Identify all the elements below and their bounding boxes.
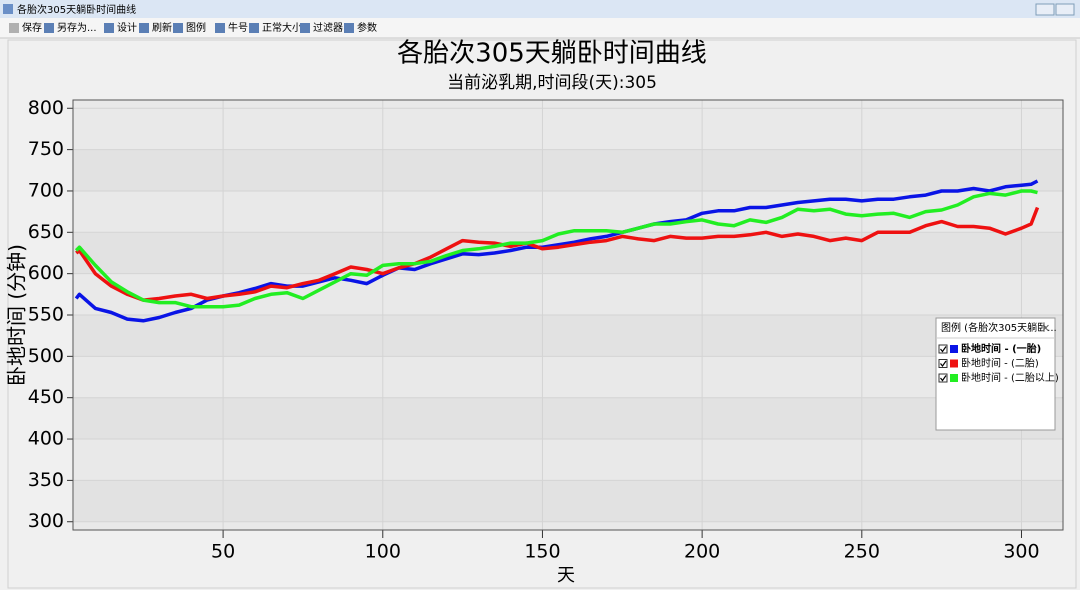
chart-title: 各胎次305天躺卧时间曲线 — [397, 39, 707, 69]
y-tick-label: 450 — [28, 386, 64, 408]
legend-label: 卧地时间 - (二胎以上) — [961, 371, 1059, 384]
toolbar-button[interactable]: 正常大小 — [262, 21, 302, 34]
toolbar-button[interactable]: 过滤器 — [313, 21, 343, 34]
toolbar-icon[interactable] — [215, 23, 225, 33]
legend-swatch — [950, 374, 958, 382]
x-tick-label: 150 — [524, 541, 560, 563]
toolbar-button[interactable]: 保存 — [22, 21, 42, 34]
minimize-button[interactable] — [1035, 3, 1055, 16]
title-bar — [0, 0, 1080, 18]
toolbar-icon[interactable] — [104, 23, 114, 33]
grid-band — [74, 315, 1062, 357]
y-tick-label: 750 — [28, 138, 64, 160]
toolbar-button[interactable]: 设计 — [117, 21, 137, 34]
x-tick-label: 100 — [365, 541, 401, 563]
legend-title: 图例 (各胎次305天躺卧... — [941, 321, 1057, 334]
series-line — [74, 189, 1038, 309]
toolbar-icon[interactable] — [173, 23, 183, 33]
x-tick-label: 50 — [211, 541, 235, 563]
legend-close[interactable]: ✕ — [1041, 322, 1050, 335]
legend-check — [940, 346, 947, 353]
legend: 图例 (各胎次305天躺卧...✕卧地时间 - (一胎) 卧地时间 - (二胎)卧… — [935, 317, 1059, 431]
toolbar-icon[interactable] — [249, 23, 259, 33]
y-tick-label: 800 — [28, 97, 64, 119]
plot-frame — [72, 99, 1064, 531]
toolbar-button[interactable]: 参数 — [357, 21, 377, 34]
grid-band — [74, 480, 1062, 522]
y-tick-label: 400 — [28, 428, 64, 450]
chart-subtitle: 当前泌乳期,时间段(天):305 — [447, 73, 657, 93]
grid-band — [74, 397, 1062, 440]
toolbar-icon[interactable] — [139, 23, 149, 33]
y-tick-label: 300 — [28, 510, 64, 532]
legend-check — [940, 375, 947, 382]
toolbar-icon[interactable] — [44, 23, 54, 33]
y-tick-label: 650 — [28, 221, 64, 243]
restore-button[interactable] — [1055, 3, 1075, 16]
grid-band — [74, 149, 1062, 191]
toolbar-icon[interactable] — [300, 23, 310, 33]
x-axis-label: 天 — [557, 565, 575, 586]
toolbar-button[interactable]: 刷新 — [152, 21, 172, 34]
y-tick-label: 350 — [28, 469, 64, 491]
x-tick-label: 300 — [1003, 541, 1039, 563]
y-tick-label: 500 — [28, 345, 64, 367]
y-tick-label: 700 — [28, 179, 64, 201]
legend-swatch — [950, 359, 958, 368]
window-icon — [3, 4, 13, 14]
legend-label: 卧地时间 - (二胎) — [961, 357, 1039, 370]
legend-swatch — [950, 345, 958, 353]
toolbar-icon[interactable] — [9, 23, 19, 33]
grid-band — [74, 232, 1062, 274]
toolbar-button[interactable]: 另存为... — [57, 21, 97, 34]
y-tick-label: 550 — [28, 304, 64, 326]
legend-checkbox[interactable] — [938, 359, 948, 368]
toolbar-button[interactable]: 图例 — [186, 21, 206, 34]
legend-checkbox[interactable] — [938, 344, 948, 354]
toolbar-button[interactable]: 牛号 — [228, 21, 248, 34]
legend-label: 卧地时间 - (一胎) — [961, 342, 1041, 355]
y-tick-label: 600 — [28, 262, 64, 284]
x-tick-label: 200 — [684, 541, 720, 563]
y-axis-label: 卧地时间 (分钟) — [5, 244, 29, 386]
legend-checkbox[interactable] — [938, 373, 948, 383]
toolbar — [0, 18, 1080, 38]
legend-check — [940, 360, 947, 368]
x-tick-label: 250 — [844, 541, 880, 563]
series-line — [75, 206, 1040, 302]
window-title: 各胎次305天躺卧时间曲线 — [17, 3, 136, 16]
toolbar-icon[interactable] — [344, 23, 354, 33]
